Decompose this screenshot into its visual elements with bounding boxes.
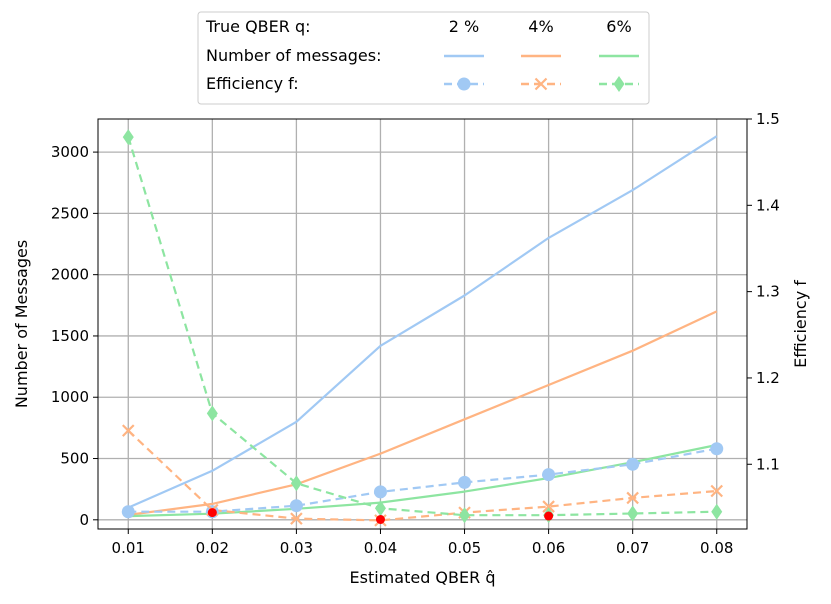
left-y-tick-label: 500 [60,450,89,468]
diamond-marker [627,505,639,522]
right-y-tick-label: 1.2 [756,369,780,387]
diamond-marker [122,129,134,146]
right-y-tick-label: 1.5 [756,110,780,128]
left-y-tick-label: 2000 [51,266,89,284]
circle-marker [458,475,472,489]
left-y-tick-label: 1500 [51,327,89,345]
legend-col-2pct: 2 % [449,17,479,36]
left-y-tick-label: 3000 [51,143,89,161]
legend-swatches [444,54,639,92]
legend: True QBER q: Number of messages: Efficie… [197,11,650,105]
diamond-marker [206,405,218,422]
series-line [127,136,717,517]
circle-marker [289,499,303,513]
legend-row-messages: Number of messages: [206,46,382,65]
x-marker [534,77,548,91]
left-y-tick-label: 1000 [51,388,89,406]
x-marker [626,491,639,505]
right-y-tick-label: 1.4 [756,196,780,214]
x-tick-label: 0.06 [532,539,565,557]
highlight-point [375,515,385,525]
diamond-marker [613,76,625,92]
axis-ticks: 0.01 0.02 0.03 0.04 0.05 0.06 0.07 0.08 0 500 1000… [51,110,780,557]
series-line [127,135,718,509]
series-line [128,310,718,516]
grid-lines [98,119,747,529]
circle-marker [542,468,556,482]
right-y-tick-label: 1.3 [756,283,780,301]
legend-row-efficiency: Efficiency f: [206,74,299,93]
x-marker [290,512,303,525]
x-tick-label: 0.02 [196,539,229,557]
diamond-marker [290,475,302,492]
x-tick-label: 0.05 [448,539,481,557]
left-y-tick-label: 0 [79,511,89,529]
legend-box [197,11,650,105]
highlight-point [544,511,554,521]
highlight-point [207,508,217,518]
x-tick-label: 0.01 [112,539,145,557]
x-tick-label: 0.03 [280,539,313,557]
series-line [128,447,717,513]
left-y-axis-title: Number of Messages [12,240,31,408]
circle-marker [121,505,135,519]
x-axis-title: Estimated QBER q̂ [350,568,496,587]
highlight-points [207,508,554,525]
circle-marker [626,457,640,471]
right-y-tick-label: 1.1 [756,455,780,473]
diamond-marker [374,500,386,517]
efficiency-lines [127,136,717,522]
circle-marker [710,442,724,456]
legend-col-6pct: 6% [606,17,631,36]
message-count-lines [127,135,718,518]
diamond-marker [459,507,471,524]
right-y-axis-title: Efficiency f [791,280,810,368]
series-line [127,429,717,522]
circle-marker [373,485,387,499]
legend-col-4pct: 4% [528,17,553,36]
diamond-marker [711,503,723,520]
x-marker [121,424,135,437]
x-marker [542,500,555,513]
x-tick-label: 0.08 [700,539,733,557]
x-marker [710,484,724,498]
x-tick-label: 0.07 [616,539,649,557]
left-y-tick-label: 2500 [51,204,89,222]
series-line [128,443,717,518]
circle-marker [457,77,471,91]
x-tick-label: 0.04 [364,539,397,557]
plot-frame [97,118,748,530]
legend-row-true-qber: True QBER q: [205,17,311,36]
